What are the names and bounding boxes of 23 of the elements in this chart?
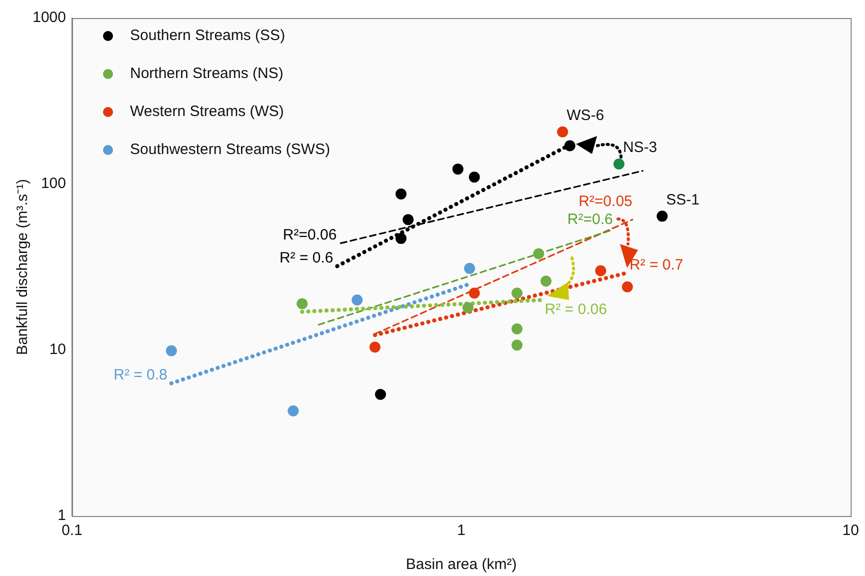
y-axis-title: Bankfull discharge (m³.s⁻¹) (14, 179, 32, 355)
y-tick-label: 100 (40, 175, 66, 192)
y-tick-label: 1000 (32, 9, 66, 26)
legend-label: Northern Streams (NS) (130, 65, 284, 82)
y-tick-label: 10 (49, 341, 66, 358)
x-tick-label: 1 (457, 522, 466, 540)
annotation: WS-6 (566, 107, 604, 124)
annotation: NS-3 (622, 139, 658, 156)
y-tick-label: 1 (58, 507, 66, 524)
series-label: R² = 0.7 (629, 256, 684, 274)
annotation: SS-1 (666, 191, 700, 208)
x-tick-label: 10 (842, 522, 859, 540)
series-label: R² = 0.06 (544, 301, 607, 318)
series-label: R²=0.6 (567, 210, 613, 228)
x-tick-label: 0.1 (62, 522, 82, 540)
series-label: R²=0.06 (282, 226, 337, 244)
series-label: R²=0.05 (578, 192, 632, 210)
legend-label: Southwestern Streams (SWS) (130, 141, 330, 158)
series-label: R² = 0.8 (114, 366, 168, 384)
legend-label: Southern Streams (SS) (130, 27, 286, 44)
series-label: R² = 0.6 (279, 249, 334, 266)
x-axis-title: Basin area (km²) (406, 556, 517, 574)
legend-label: Western Streams (WS) (130, 103, 284, 120)
